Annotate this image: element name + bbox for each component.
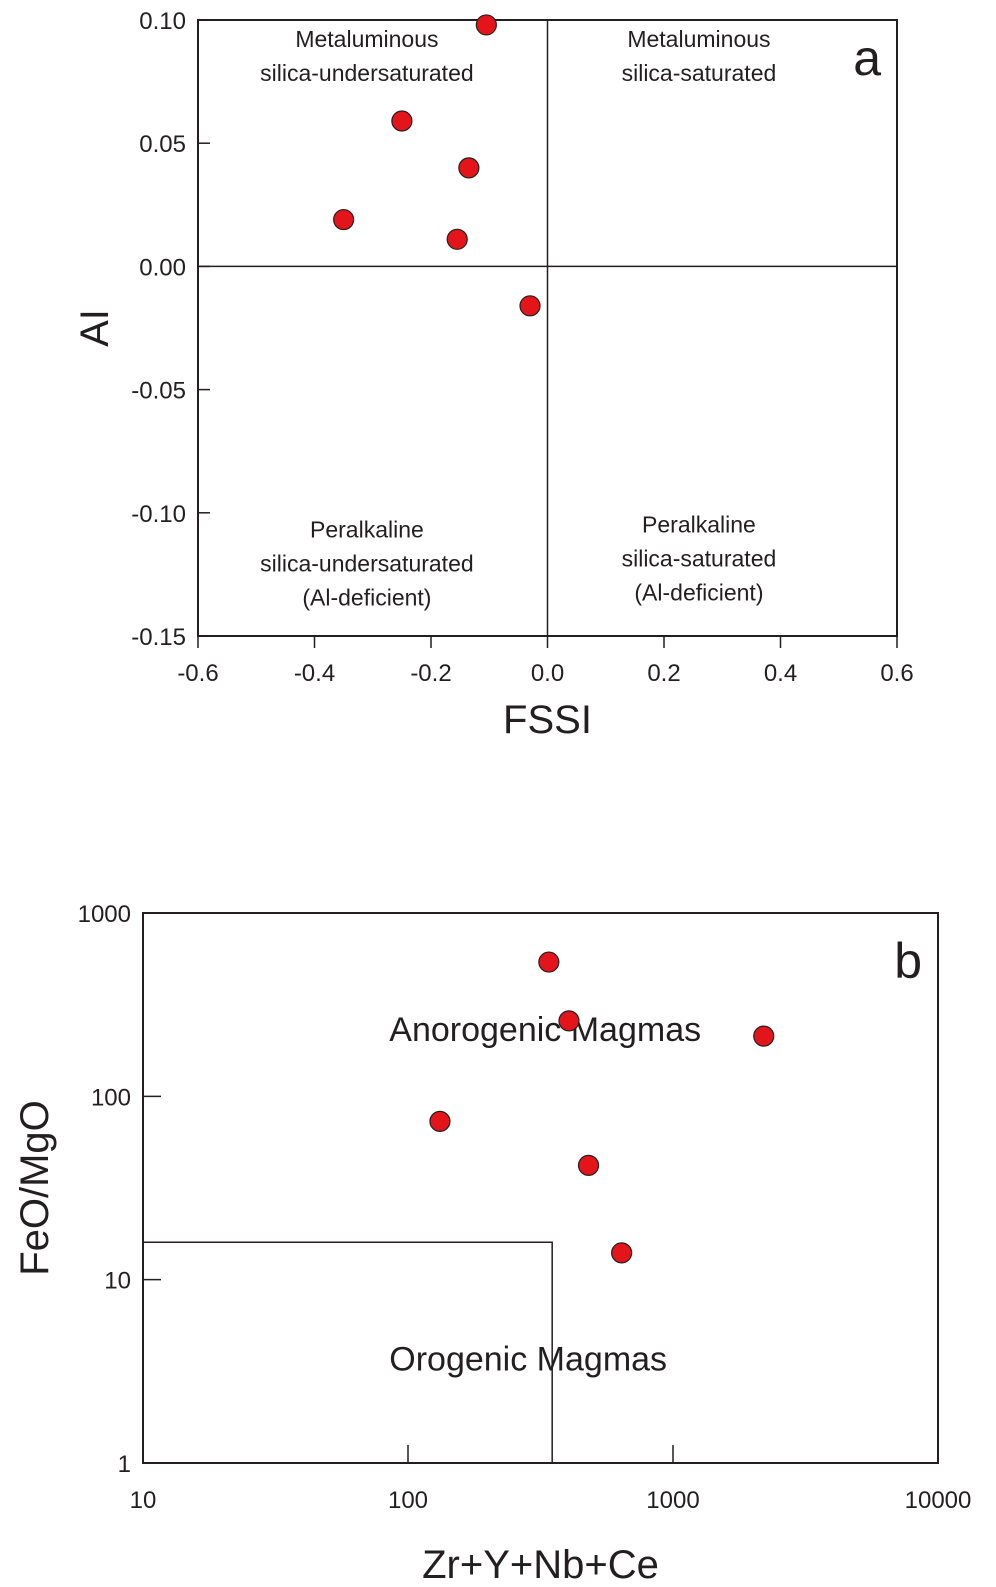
x-tick-label: 1000 xyxy=(646,1487,699,1514)
region-label: Peralkaline xyxy=(310,516,424,542)
plot-frame xyxy=(142,912,939,1464)
x-tick-label: -0.2 xyxy=(410,660,451,687)
region-label: (Al-deficient) xyxy=(634,580,763,606)
data-point xyxy=(429,1110,451,1132)
data-point xyxy=(333,208,355,231)
panel-letter: a xyxy=(853,30,881,86)
x-tick-label: -0.6 xyxy=(177,660,218,687)
data-point xyxy=(611,1242,633,1264)
x-axis-label: FSSI xyxy=(503,698,592,742)
data-point xyxy=(538,951,560,973)
data-point xyxy=(391,110,413,132)
region-label: silica-saturated xyxy=(622,546,777,572)
y-tick-label: 1 xyxy=(118,1451,131,1478)
x-tick-label: 0.4 xyxy=(764,660,797,687)
y-tick-label: 0.10 xyxy=(139,8,186,35)
panel-letter: b xyxy=(894,933,922,989)
region-label: Metaluminous xyxy=(627,26,770,52)
data-point xyxy=(519,295,541,317)
region-label: Metaluminous xyxy=(295,26,438,52)
y-tick-label: 10 xyxy=(104,1268,131,1295)
x-tick-label: -0.4 xyxy=(294,660,335,687)
region-label: (Al-deficient) xyxy=(302,584,431,610)
region-label: Anorogenic Magmas xyxy=(389,1011,701,1049)
y-tick-label: 1000 xyxy=(78,901,131,928)
x-tick-label: 10000 xyxy=(905,1487,972,1514)
x-tick-label: 0.2 xyxy=(647,660,680,687)
data-point xyxy=(753,1025,775,1047)
region-label: silica-saturated xyxy=(622,60,777,86)
region-label: Orogenic Magmas xyxy=(389,1340,667,1378)
x-axis-label: Zr+Y+Nb+Ce xyxy=(422,1543,659,1587)
region-label: silica-undersaturated xyxy=(260,60,474,86)
y-tick-label: -0.15 xyxy=(131,624,186,651)
x-tick-label: 0.6 xyxy=(880,660,913,687)
y-tick-label: 0.05 xyxy=(139,131,186,158)
orogenic-field-boundary xyxy=(143,1241,553,1463)
region-label: Peralkaline xyxy=(642,512,756,538)
y-tick-label: 0.00 xyxy=(139,254,186,281)
data-point xyxy=(475,14,497,36)
panel-b-chart: 10 100 1000 10000 1000 100 10 1 Zr+Y+Nb+Ce FeO/Mg… xyxy=(13,901,971,1587)
y-tick-label: -0.10 xyxy=(131,501,186,528)
y-tick-label: -0.05 xyxy=(131,378,186,405)
data-point xyxy=(446,228,468,250)
x-tick-label: 10 xyxy=(130,1487,157,1514)
data-point xyxy=(558,1010,580,1032)
y-tick-label: 100 xyxy=(91,1084,131,1111)
panel-a-chart: -0.6 -0.4 -0.2 0.0 0.2 0.4 0.6 0.10 0.05 0.00 -0.0… xyxy=(73,8,914,742)
data-point xyxy=(458,157,480,179)
region-label: silica-undersaturated xyxy=(260,550,474,576)
data-point xyxy=(577,1154,600,1177)
x-tick-label: 0.0 xyxy=(531,660,564,687)
x-tick-label: 100 xyxy=(388,1487,428,1514)
y-axis-label: AI xyxy=(73,309,117,347)
y-axis-label: FeO/MgO xyxy=(13,1100,57,1276)
